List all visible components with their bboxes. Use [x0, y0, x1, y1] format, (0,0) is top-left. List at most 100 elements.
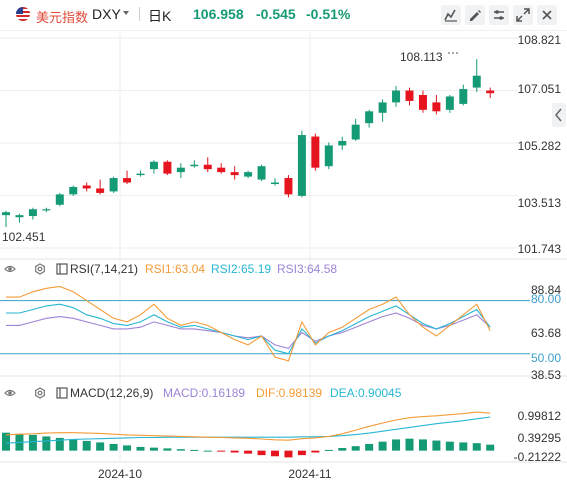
eye-icon[interactable]: [4, 389, 16, 397]
symbol-name[interactable]: 美元指数: [36, 10, 89, 25]
candle-body: [55, 194, 64, 205]
candle-body: [190, 164, 199, 167]
candle-body: [69, 186, 78, 195]
macd-bar: [271, 450, 279, 457]
macd-bar: [217, 450, 226, 452]
y-tick-label: 107.051: [518, 82, 562, 96]
candle-body: [392, 90, 401, 103]
candle-body: [96, 188, 105, 193]
macd-bar: [351, 446, 360, 451]
macd-bar: [136, 446, 145, 451]
rsi-header: RSI(7,14,21) RSI1:63.04 RSI2:65.19 RSI3:…: [4, 262, 337, 276]
rsi2-value: RSI2:65.19: [211, 262, 271, 276]
candle-body: [217, 167, 226, 173]
macd-bar: [69, 439, 78, 451]
dif-line: [5, 411, 491, 441]
eye-icon[interactable]: [4, 265, 16, 273]
macd-bar: [324, 449, 333, 451]
candle-body: [472, 75, 481, 88]
macd-bar: [284, 450, 293, 458]
macd-bar: [378, 441, 387, 451]
candle-body: [136, 173, 145, 176]
candle-body: [203, 164, 212, 170]
collapse-icon[interactable]: [56, 263, 68, 275]
macd-bar: [28, 434, 37, 451]
gear-icon[interactable]: [35, 263, 45, 275]
macd-bar: [338, 448, 347, 451]
candle-body: [149, 161, 158, 170]
macd-bar: [392, 439, 401, 451]
candle-body: [82, 185, 91, 189]
close-icon: [542, 10, 552, 20]
period-selector[interactable]: 日K: [148, 8, 172, 24]
draw-icon: [470, 10, 481, 21]
rsi1-line: [6, 285, 491, 362]
macd-bar: [365, 443, 374, 451]
candle-body: [271, 182, 279, 185]
draw-button[interactable]: [465, 5, 485, 25]
macd-bar: [42, 436, 51, 451]
collapse-icon[interactable]: [56, 387, 68, 399]
price-change-percent: -0.51%: [306, 6, 351, 22]
macd-bar: [311, 450, 320, 453]
top-bar: 美元指数 DXY 日K 106.958 -0.545 -0.51%: [0, 0, 567, 30]
settings-button[interactable]: [489, 5, 509, 25]
settings-icon: [494, 10, 504, 20]
x-axis-label: 2024-11: [288, 467, 331, 481]
macd-bar: [486, 444, 495, 451]
divider: [139, 7, 140, 21]
line-chart-icon: [444, 9, 457, 22]
fullscreen-button[interactable]: [513, 5, 533, 25]
low-price-label: 102.451: [2, 230, 46, 244]
macd-tick-label: -0.21222: [514, 450, 562, 464]
candle-body: [365, 111, 374, 124]
macd-bar: [203, 450, 212, 452]
candle-body: [418, 94, 427, 110]
grid: [0, 30, 518, 462]
y-tick-label: 108.821: [518, 33, 562, 47]
rsi3-value: RSI3:64.58: [277, 262, 337, 276]
macd-bar: [82, 440, 91, 451]
macd-bar: [459, 442, 468, 451]
candle-body: [432, 102, 441, 112]
macd-bar: [472, 443, 481, 451]
y-tick-label: 101.743: [518, 242, 562, 256]
macd-label[interactable]: MACD(12,26,9): [70, 386, 153, 400]
gear-icon[interactable]: [35, 387, 45, 399]
close-button[interactable]: [537, 5, 557, 25]
macd-header: MACD(12,26,9) MACD:0.16189 DIF:0.98139 D…: [4, 386, 402, 400]
candle-body: [324, 145, 333, 167]
macd-bar: [418, 439, 427, 451]
fullscreen-icon: [516, 8, 530, 22]
candle-body: [378, 102, 387, 113]
chevron-down-icon[interactable]: [121, 8, 131, 18]
macd-bar: [190, 449, 199, 451]
chart-canvas[interactable]: 108.821 107.051 105.282 103.513 101.743 …: [0, 30, 567, 488]
macd-value: MACD:0.16189: [163, 386, 245, 400]
macd-bar: [230, 450, 239, 453]
candle-body: [15, 215, 24, 218]
macd-bar: [244, 450, 253, 454]
macd-bar: [432, 440, 441, 451]
candle-body: [123, 178, 132, 183]
candle-body: [486, 90, 495, 94]
candle-body: [405, 90, 414, 101]
rsi-panel: [0, 285, 530, 362]
macd-bar: [176, 449, 185, 451]
rsi-tick-label: 88.84: [531, 283, 561, 297]
chevron-left-icon[interactable]: [552, 103, 566, 127]
candle-body: [230, 172, 239, 176]
candle-body: [163, 161, 172, 174]
macd-tick-label: 0.39295: [518, 431, 562, 445]
macd-bar: [2, 432, 10, 451]
dea-line: [5, 416, 491, 444]
macd-bar: [445, 441, 454, 451]
symbol-code[interactable]: DXY: [92, 6, 121, 22]
candle-body: [445, 96, 454, 110]
line-chart-button[interactable]: [441, 5, 461, 25]
macd-bar: [149, 447, 158, 451]
macd-bar: [297, 450, 306, 456]
dea-value: DEA:0.90045: [330, 386, 402, 400]
macd-bar: [109, 443, 118, 451]
rsi-label[interactable]: RSI(7,14,21): [70, 262, 138, 276]
